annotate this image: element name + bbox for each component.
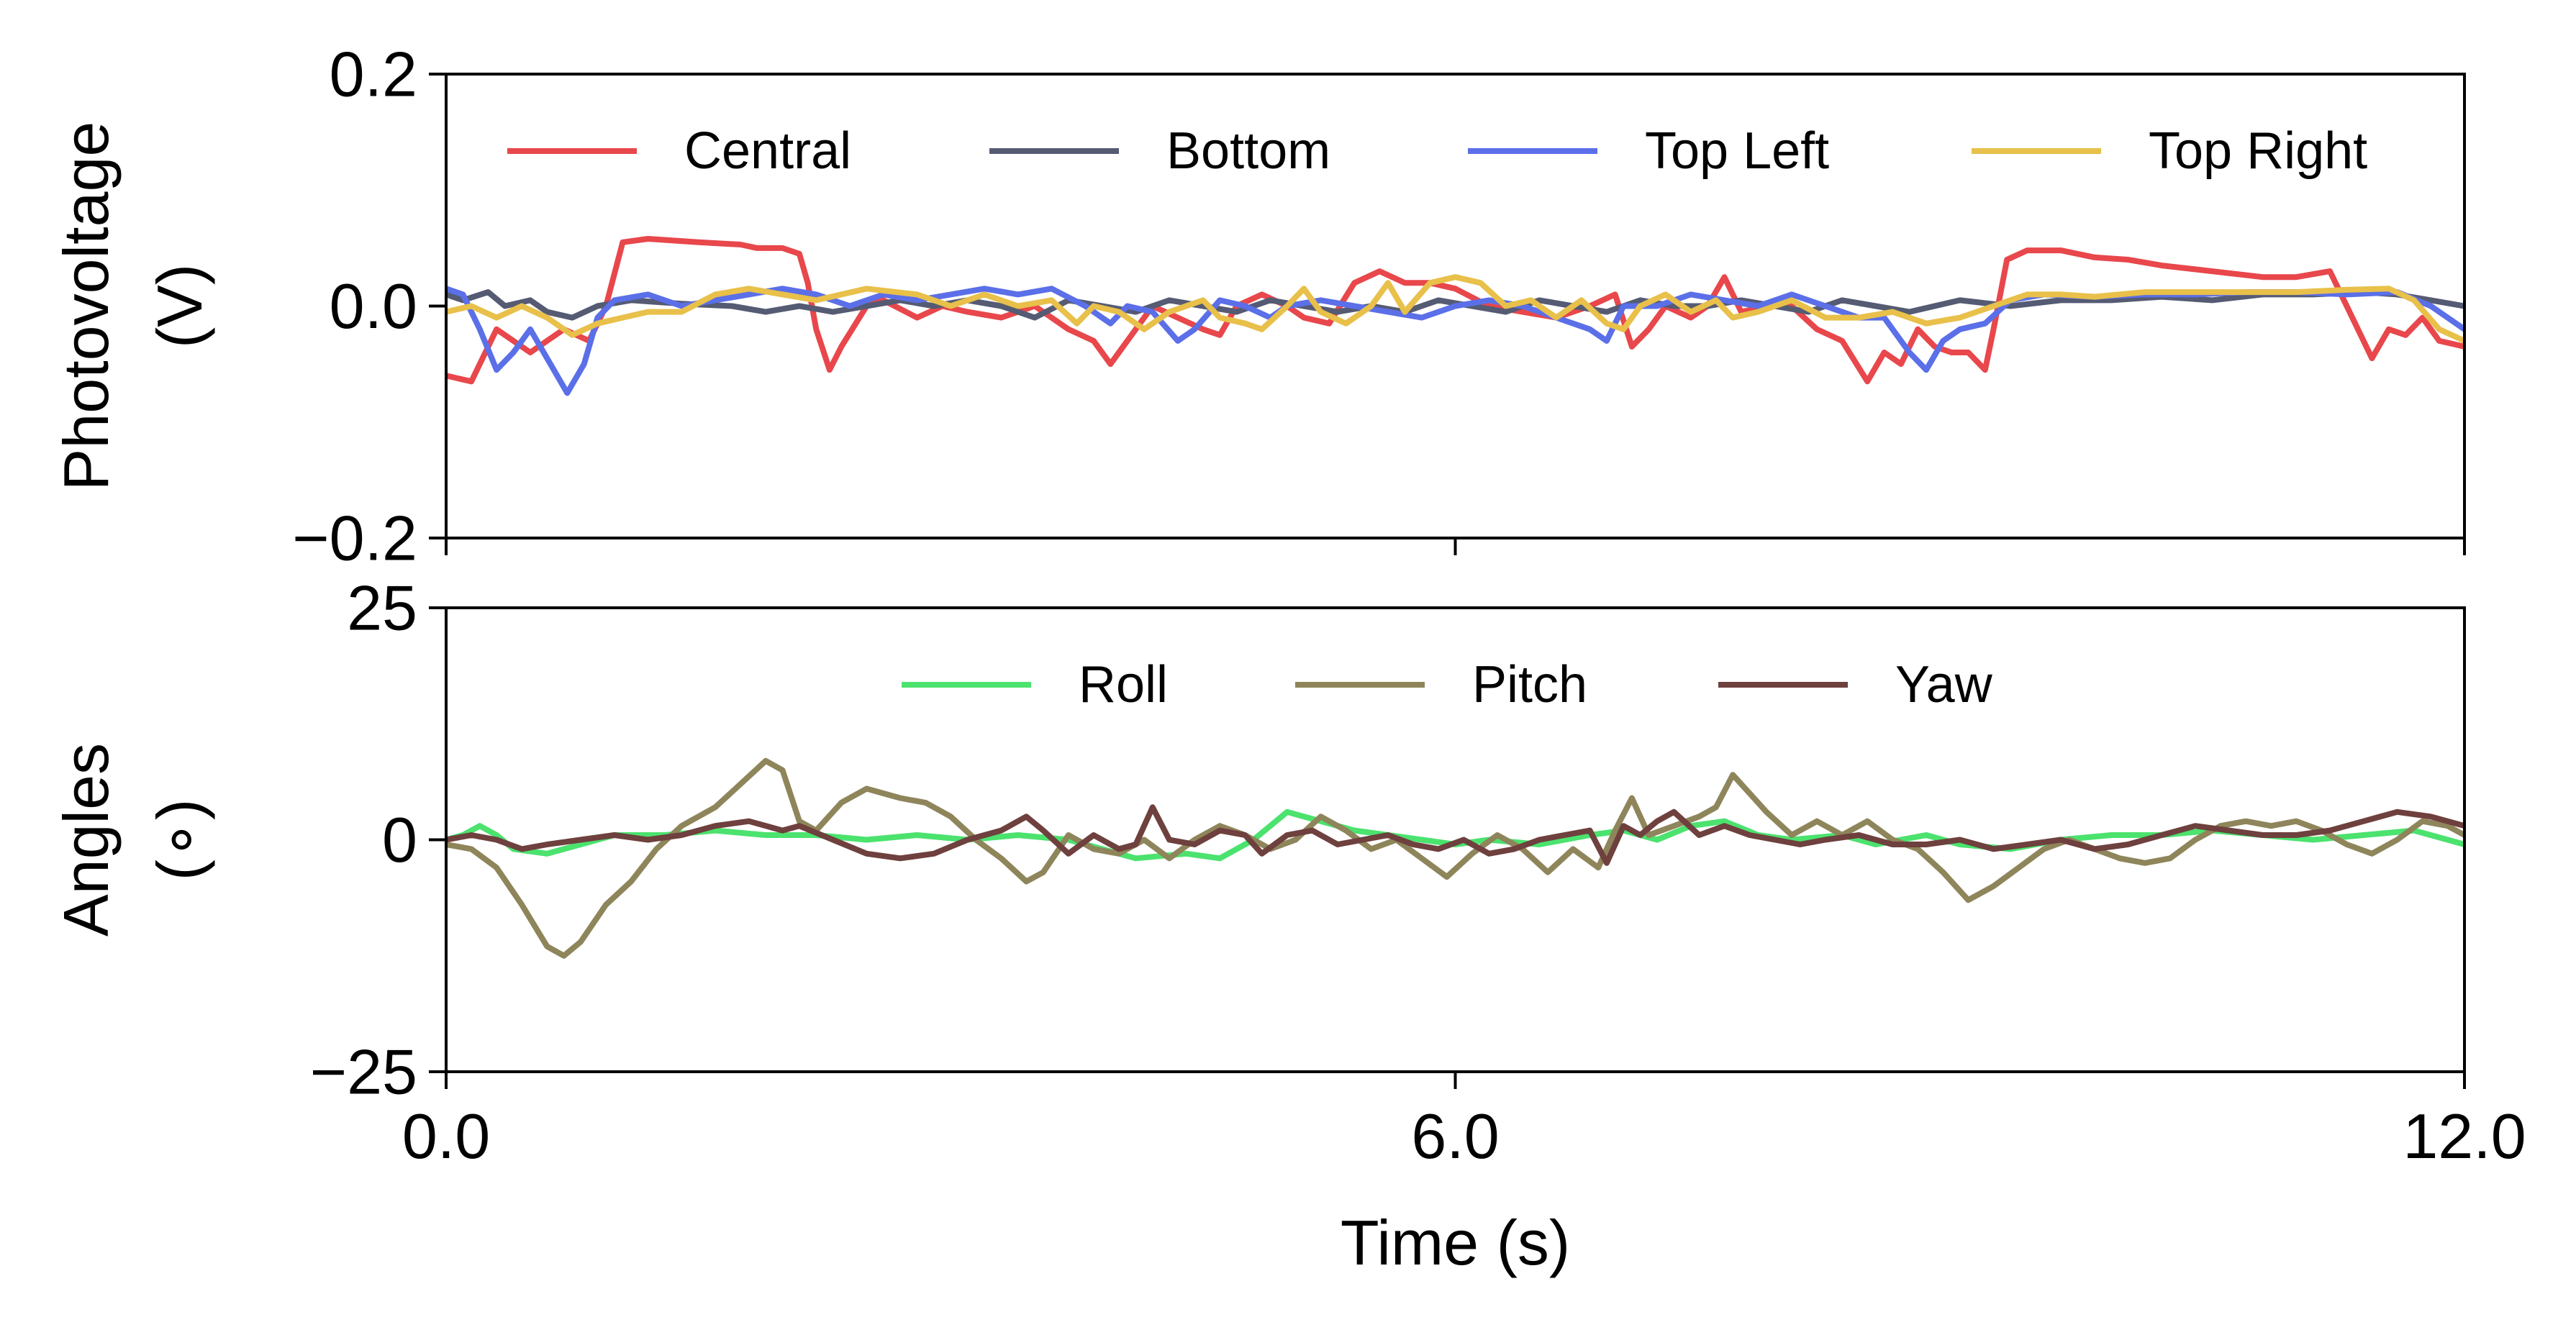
series-group: [446, 236, 2464, 396]
series-line-central: [446, 236, 2464, 385]
legend-label-bottom: Bottom: [1166, 122, 1330, 180]
y-axis-label: Photovoltage (V): [50, 122, 215, 491]
y-tick-label: 0.0: [330, 270, 417, 342]
y-tick-label: 0: [382, 804, 417, 875]
legend: Roll Pitch Yaw: [902, 656, 1993, 714]
y-axis-label: Angles (∘): [50, 743, 215, 937]
series-group: [446, 757, 2464, 959]
legend: Central Bottom Top Left Top Right: [507, 122, 2367, 180]
photovoltage-panel: −0.2 0.0 0.2 Photovoltage (V) Central Bottom To…: [50, 39, 2466, 574]
y-tick-label: 25: [347, 573, 417, 644]
plot-frame: [445, 606, 2466, 1073]
x-tick-label: 6.0: [1411, 1101, 1499, 1172]
series-line-pitch: [446, 757, 2464, 959]
legend-label-pitch: Pitch: [1472, 656, 1587, 714]
legend-label-yaw: Yaw: [1895, 656, 1993, 714]
series-line-top-right: [446, 274, 2464, 344]
legend-label-top-right: Top Right: [2149, 122, 2367, 180]
y-tick-label: −25: [310, 1036, 417, 1108]
x-axis-label: Time (s): [1341, 1207, 1570, 1278]
angles-panel: −25 0 25 0.0 6.0 12.0 Time (s) Angles (∘) Roll Pit…: [50, 573, 2526, 1279]
legend-label-roll: Roll: [1079, 656, 1168, 714]
x-tick-label: 0.0: [402, 1101, 490, 1172]
series-line-top-left: [446, 286, 2464, 396]
legend-label-central: Central: [684, 122, 851, 180]
x-tick-label: 12.0: [2403, 1101, 2526, 1172]
y-tick-label: −0.2: [292, 503, 417, 574]
series-line-yaw: [446, 804, 2464, 866]
y-tick-label: 0.2: [330, 39, 417, 110]
legend-label-top-left: Top Left: [1645, 122, 1829, 180]
